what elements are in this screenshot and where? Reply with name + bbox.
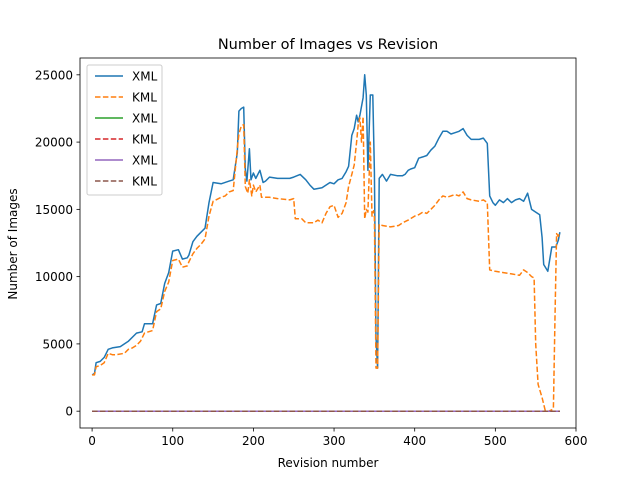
x-tick-label: 400 — [403, 434, 426, 448]
x-tick-label: 300 — [323, 434, 346, 448]
x-tick-label: 500 — [484, 434, 507, 448]
plot-frame — [79, 57, 577, 429]
x-tick-label: 100 — [161, 434, 184, 448]
series-group — [91, 74, 561, 412]
y-axis: 0 5000 10000 15000 20000 25000 — [35, 68, 80, 419]
plot-area — [79, 57, 577, 429]
y-tick-label: 15000 — [35, 203, 73, 217]
legend-label: KML — [132, 175, 157, 189]
legend: XML KML XML KML XML KML — [86, 64, 163, 196]
x-axis-label: Revision number — [278, 456, 379, 470]
y-tick-label: 5000 — [42, 337, 73, 351]
y-tick-label: 25000 — [35, 68, 73, 82]
legend-label: XML — [132, 112, 158, 126]
x-tick-label: 0 — [88, 434, 96, 448]
x-axis: 0 100 200 300 400 500 600 — [88, 428, 587, 448]
legend-label: KML — [132, 91, 157, 105]
legend-label: XML — [132, 154, 158, 168]
series-line-1-xml — [91, 74, 561, 376]
legend-label: XML — [132, 70, 158, 84]
legend-label: KML — [132, 133, 157, 147]
x-tick-label: 600 — [565, 434, 588, 448]
y-axis-label: Number of Images — [6, 188, 20, 299]
chart-title: Number of Images vs Revision — [218, 37, 438, 53]
y-tick-label: 20000 — [35, 136, 73, 150]
series-line-2-kml — [92, 115, 561, 412]
y-tick-label: 0 — [65, 405, 73, 419]
y-tick-label: 10000 — [35, 270, 73, 284]
x-tick-label: 200 — [242, 434, 265, 448]
